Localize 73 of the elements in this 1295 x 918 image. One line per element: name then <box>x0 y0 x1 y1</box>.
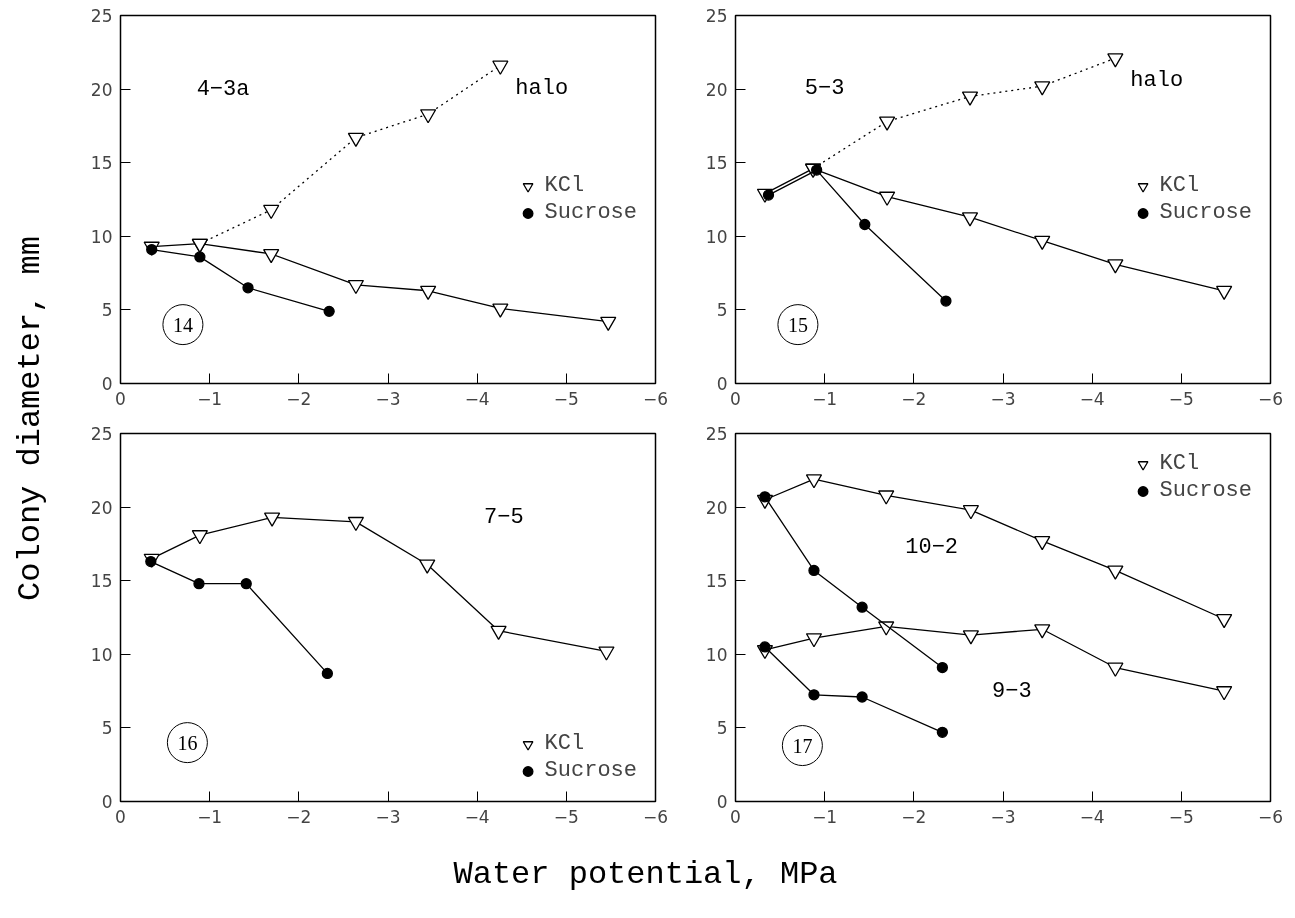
legend-label: Sucrose <box>1159 478 1252 503</box>
y-tick-label: 20 <box>705 497 728 518</box>
x-tick-label: 0 <box>730 388 741 409</box>
x-tick-label: −1 <box>197 806 223 827</box>
x-tick-label: 0 <box>115 806 126 827</box>
y-tick-label: 0 <box>716 792 728 812</box>
y-tick-label: 15 <box>705 571 728 592</box>
x-tick-label: −3 <box>375 806 401 827</box>
x-tick-label: −6 <box>1257 806 1284 827</box>
y-tick-label: 0 <box>716 374 728 394</box>
annotation: 14 <box>172 313 193 336</box>
annotation: 10−2 <box>905 534 959 560</box>
y-tick-label: 15 <box>90 571 113 592</box>
x-tick-label: 0 <box>730 806 741 827</box>
x-tick-label: −2 <box>901 388 927 409</box>
annotation: 4−3a <box>196 76 250 102</box>
annotation: 15 <box>787 313 808 336</box>
x-tick-label: −4 <box>464 388 490 409</box>
y-tick-label: 10 <box>90 226 113 247</box>
annotation: 9−3 <box>992 679 1032 705</box>
x-tick-label: −2 <box>286 806 312 827</box>
x-tick-label: −5 <box>1168 806 1194 827</box>
x-axis-title: Water potential, MPa <box>453 856 838 893</box>
y-tick-label: 25 <box>705 6 728 26</box>
y-tick-label: 10 <box>705 226 728 247</box>
x-tick-label: −4 <box>464 806 490 827</box>
y-axis-title: Colony diameter, mm <box>12 236 49 601</box>
legend-label: KCl <box>1159 173 1200 198</box>
x-tick-label: −6 <box>1257 388 1284 409</box>
x-tick-label: −1 <box>812 806 838 827</box>
y-tick-label: 0 <box>101 792 113 812</box>
y-tick-label: 5 <box>716 300 728 321</box>
y-tick-label: 10 <box>90 644 113 665</box>
y-tick-label: 25 <box>90 6 113 26</box>
y-tick-label: 0 <box>101 374 113 394</box>
annotation: 17 <box>792 734 813 757</box>
legend-label: Sucrose <box>544 200 637 225</box>
x-tick-label: −3 <box>990 388 1016 409</box>
x-tick-label: −6 <box>642 388 669 409</box>
x-tick-label: −1 <box>812 388 838 409</box>
x-tick-label: −2 <box>286 388 312 409</box>
legend-label: KCl <box>544 731 585 756</box>
y-tick-label: 5 <box>101 300 113 321</box>
y-tick-label: 15 <box>705 153 728 174</box>
series-label: halo <box>515 75 569 101</box>
legend-label: KCl <box>544 173 585 198</box>
x-tick-label: −6 <box>642 806 669 827</box>
y-tick-label: 10 <box>705 644 728 665</box>
y-tick-label: 20 <box>90 497 113 518</box>
legend-label: KCl <box>1159 451 1200 476</box>
x-tick-label: −5 <box>553 388 579 409</box>
y-tick-label: 5 <box>101 718 113 739</box>
y-tick-label: 20 <box>705 79 728 100</box>
y-tick-label: 25 <box>705 424 728 444</box>
legend-label: Sucrose <box>544 758 637 783</box>
x-tick-label: −4 <box>1079 806 1105 827</box>
y-tick-label: 15 <box>90 153 113 174</box>
annotation: 16 <box>177 731 198 754</box>
y-tick-label: 5 <box>716 718 728 739</box>
x-tick-label: −3 <box>375 388 401 409</box>
x-tick-label: 0 <box>115 388 126 409</box>
legend-label: Sucrose <box>1159 200 1252 225</box>
x-tick-label: −1 <box>197 388 223 409</box>
y-tick-label: 25 <box>90 424 113 444</box>
x-tick-label: −5 <box>1168 388 1194 409</box>
y-tick-label: 20 <box>90 79 113 100</box>
annotation: 7−5 <box>484 505 524 531</box>
x-tick-label: −5 <box>553 806 579 827</box>
annotation: 5−3 <box>804 75 845 101</box>
series-label: halo <box>1130 68 1184 94</box>
x-tick-label: −3 <box>990 806 1016 827</box>
x-tick-label: −4 <box>1079 388 1105 409</box>
x-tick-label: −2 <box>901 806 927 827</box>
